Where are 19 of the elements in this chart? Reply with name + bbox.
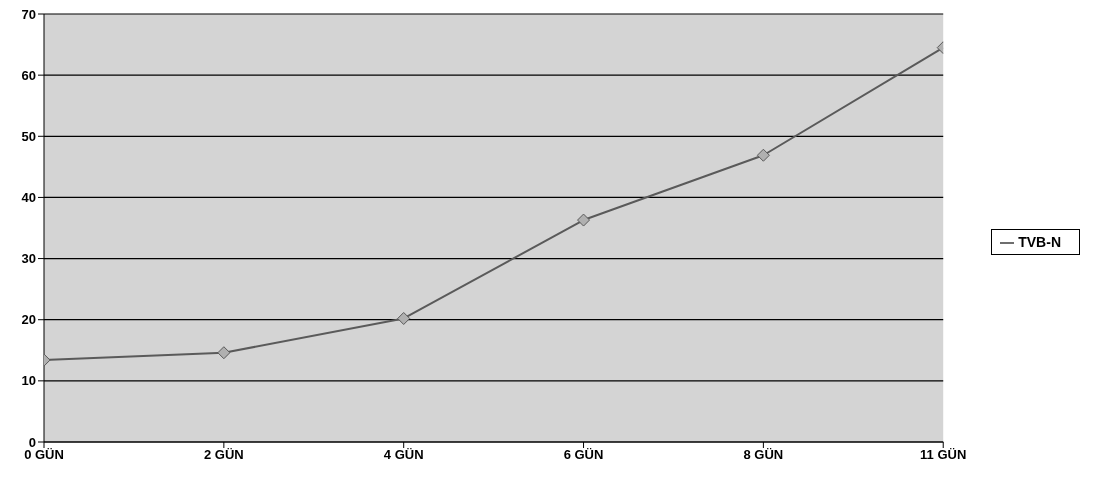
x-tick-label: 11 GÜN bbox=[920, 447, 967, 463]
y-tick-label: 50 bbox=[21, 128, 36, 144]
x-tick-label: 2 GÜN bbox=[203, 447, 244, 463]
y-tick-label: 60 bbox=[21, 67, 36, 83]
y-tick-label: 20 bbox=[21, 312, 36, 328]
x-tick-label: 0 GÜN bbox=[24, 447, 64, 463]
y-tick-label: 70 bbox=[21, 6, 36, 22]
x-tick-label: 6 GÜN bbox=[563, 447, 604, 463]
x-tick-label: 4 GÜN bbox=[383, 447, 424, 463]
point bbox=[577, 213, 591, 227]
x-tick-label: 8 GÜN bbox=[743, 447, 784, 463]
y-tick-label: 40 bbox=[21, 190, 36, 206]
point bbox=[397, 311, 411, 325]
y-tick-label: 0 bbox=[28, 434, 36, 450]
y-tick-label: 10 bbox=[21, 373, 36, 389]
point bbox=[217, 346, 231, 360]
legend-label: TVB-N bbox=[1018, 234, 1061, 250]
point bbox=[756, 148, 770, 162]
y-tick-label: 30 bbox=[21, 251, 36, 267]
